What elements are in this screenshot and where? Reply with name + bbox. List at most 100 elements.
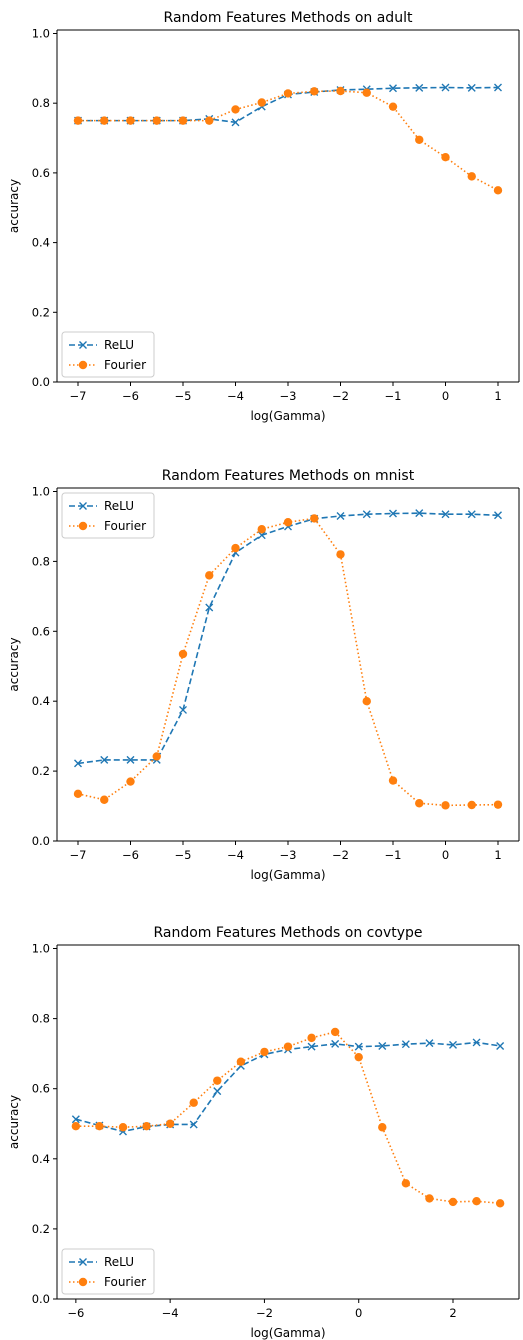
x-tick-label: −2	[332, 848, 349, 862]
y-tick-label: 0.8	[32, 1012, 50, 1026]
data-point-relu	[389, 509, 397, 518]
data-point-fourier	[257, 98, 266, 107]
y-axis-label: accuracy	[7, 179, 21, 233]
series-line-fourier	[77, 517, 499, 807]
y-tick-label: 0.4	[32, 694, 50, 708]
x-tick-label: −6	[122, 848, 139, 862]
data-point-relu	[494, 511, 502, 520]
x-tick-label: 2	[449, 1306, 456, 1320]
x-tick-label: −5	[175, 848, 192, 862]
data-point-relu	[257, 531, 266, 540]
legend-marker-relu	[79, 502, 87, 510]
y-tick-label: 0.6	[32, 1082, 50, 1096]
data-point-relu	[415, 83, 424, 92]
data-point-fourier	[260, 1047, 269, 1057]
legend-marker-relu	[79, 1258, 87, 1266]
legend: ReLU Fourier	[61, 492, 155, 539]
data-point-fourier	[152, 752, 161, 761]
data-point-relu	[425, 1039, 434, 1048]
data-point-fourier	[283, 1042, 293, 1051]
data-point-fourier	[73, 789, 83, 799]
data-point-fourier	[493, 800, 503, 809]
y-tick-label: 1.0	[32, 942, 50, 956]
data-point-fourier	[165, 1119, 175, 1128]
data-point-fourier	[310, 87, 319, 96]
data-point-relu	[74, 759, 82, 768]
data-point-relu	[472, 1038, 481, 1047]
legend-label-fourier: Fourier	[104, 519, 146, 533]
data-point-fourier	[73, 116, 83, 125]
data-point-fourier	[425, 1194, 434, 1203]
y-axis-label: accuracy	[7, 1095, 21, 1149]
data-point-relu	[415, 509, 424, 518]
data-point-relu	[389, 84, 397, 93]
y-tick-label: 1.0	[32, 484, 50, 498]
data-point-fourier	[118, 1123, 128, 1132]
y-axis-label: accuracy	[7, 637, 21, 691]
data-point-relu	[336, 511, 345, 520]
data-point-fourier	[401, 1179, 411, 1188]
x-tick-label: −2	[332, 389, 349, 403]
legend-marker-fourier	[78, 1277, 88, 1287]
data-point-fourier	[283, 89, 293, 98]
data-point-fourier	[495, 1199, 505, 1208]
data-point-fourier	[467, 800, 476, 810]
series-line-relu	[75, 1041, 501, 1133]
data-point-relu	[189, 1120, 198, 1129]
data-point-relu	[467, 510, 476, 519]
data-point-relu	[362, 510, 371, 519]
chart-title: Random Features Methods on adult	[164, 10, 413, 26]
chart-panel-adult: Random Features Methods on adult log(Gam…	[7, 10, 520, 423]
legend-marker-fourier	[78, 360, 88, 370]
data-point-relu	[449, 1040, 457, 1049]
axes-frame	[56, 487, 520, 842]
data-point-relu	[307, 1042, 316, 1051]
data-point-fourier	[205, 116, 214, 125]
x-tick-label: −3	[280, 848, 297, 862]
data-point-fourier	[336, 550, 345, 559]
data-point-fourier	[126, 777, 135, 786]
series-line-relu	[77, 512, 499, 765]
y-tick-label: 0.4	[32, 236, 50, 250]
data-point-fourier	[388, 102, 398, 111]
y-tick-label: 0.4	[32, 1152, 50, 1166]
y-tick-label: 0.8	[32, 96, 50, 110]
data-point-fourier	[142, 1122, 151, 1131]
data-point-fourier	[441, 153, 450, 162]
data-point-fourier	[415, 135, 424, 144]
data-point-fourier	[178, 649, 188, 659]
data-point-relu	[331, 1039, 340, 1048]
data-point-fourier	[472, 1197, 481, 1206]
data-point-fourier	[231, 105, 240, 114]
chart-panel-covtype: Random Features Methods on covtype log(G…	[7, 925, 520, 1340]
series-line-fourier	[75, 1031, 501, 1205]
y-tick-label: 0.0	[32, 375, 50, 389]
data-point-relu	[441, 510, 450, 519]
x-tick-label: −6	[67, 1306, 84, 1320]
data-point-fourier	[71, 1122, 81, 1131]
data-point-relu	[179, 705, 187, 714]
data-point-relu	[71, 1115, 80, 1124]
data-point-fourier	[330, 1027, 340, 1037]
legend: ReLU Fourier	[61, 1248, 155, 1295]
x-tick-label: 1	[494, 389, 501, 403]
x-axis-label: log(Gamma)	[250, 868, 325, 882]
x-axis-label: log(Gamma)	[250, 1326, 325, 1340]
y-tick-label: 0.0	[32, 1292, 50, 1306]
x-tick-label: −1	[385, 389, 402, 403]
y-tick-label: 0.2	[32, 1222, 50, 1236]
data-point-fourier	[307, 1033, 316, 1043]
data-point-relu	[441, 83, 450, 92]
legend-marker-relu	[79, 341, 87, 349]
y-tick-label: 0.8	[32, 554, 50, 568]
y-tick-label: 0.0	[32, 834, 50, 848]
x-tick-label: −2	[256, 1306, 273, 1320]
x-tick-label: 0	[442, 848, 449, 862]
data-point-fourier	[388, 776, 398, 785]
data-point-fourier	[467, 172, 476, 181]
x-tick-label: −4	[227, 389, 244, 403]
x-tick-label: −7	[70, 848, 87, 862]
series-line-fourier	[78, 90, 499, 192]
data-point-fourier	[231, 543, 240, 553]
data-point-fourier	[354, 1052, 363, 1062]
